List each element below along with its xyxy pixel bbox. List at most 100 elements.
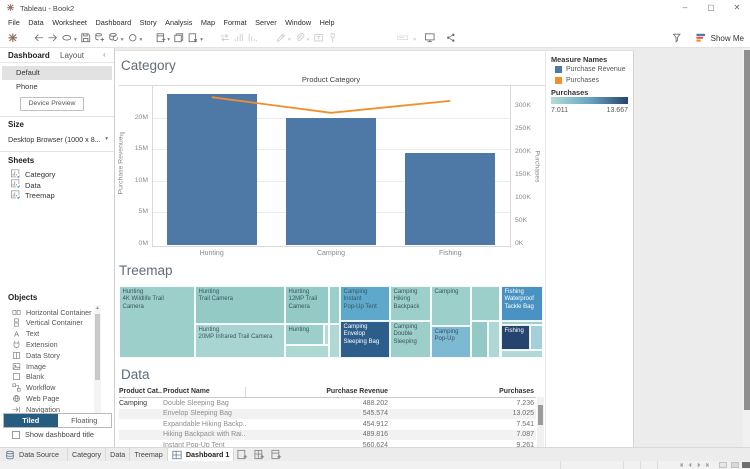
object-item-navigation[interactable]: Navigation <box>7 404 60 415</box>
show-me-button[interactable]: Show Me <box>710 33 744 43</box>
x-axis-label-fishing[interactable]: Fishing <box>439 250 462 257</box>
menu-map[interactable]: Map <box>200 18 216 27</box>
dropdown-caret-icon[interactable]: ▾ <box>413 36 417 43</box>
new-story-tab-button[interactable] <box>268 448 285 461</box>
collapse-pane-icon[interactable]: ‹ <box>103 50 106 59</box>
scrollbar-thumb[interactable] <box>538 405 543 425</box>
show-dashboard-title-checkbox[interactable] <box>12 430 20 439</box>
treemap-cell-hunting-12mp-trail-camera[interactable]: Hunting 12MP Trail Camera <box>285 286 329 324</box>
treemap-cell[interactable] <box>324 324 329 345</box>
treemap-cell[interactable] <box>501 350 543 358</box>
dropdown-caret-icon[interactable]: ▾ <box>200 36 203 43</box>
measure-names-legend-title[interactable]: Measure Names <box>551 55 608 64</box>
show-mark-labels-icon[interactable] <box>311 31 325 45</box>
x-axis-label-hunting[interactable]: Hunting <box>199 250 224 257</box>
treemap-cell-camping-instant-pop-up-tent[interactable]: Camping Instant Pop-Up Tent <box>340 286 390 321</box>
duplicate-icon[interactable] <box>172 31 186 45</box>
view-toggle-tabs[interactable] <box>719 462 727 468</box>
new-dashboard-tab-button[interactable] <box>251 448 268 461</box>
nav-last-icon[interactable] <box>705 462 711 468</box>
objects-scrollbar[interactable]: ▲ ▼ <box>94 305 101 417</box>
menu-data[interactable]: Data <box>28 18 44 27</box>
object-item-vertical-container[interactable]: Vertical Container <box>7 317 83 328</box>
purchases-legend-title[interactable]: Purchases <box>551 88 589 97</box>
legend-entry[interactable]: Purchase Revenue <box>551 66 626 73</box>
minimize-button[interactable]: – <box>682 3 688 12</box>
treemap-cell-hunting-trail-camera[interactable]: Hunting Trail Camera <box>195 286 285 324</box>
view-toggle-filmstrip[interactable] <box>731 462 739 468</box>
table-column-header[interactable]: Product Cat.. <box>119 388 162 395</box>
canvas-scrollbar[interactable] <box>743 48 750 447</box>
tiled-button[interactable]: Tiled <box>4 414 58 427</box>
bar-camping[interactable] <box>286 118 376 246</box>
table-row[interactable]: Hiking Backpack with Rai.. 489.816 7.087 <box>119 429 536 441</box>
device-option-phone[interactable]: Phone <box>16 82 38 91</box>
fit-icon[interactable] <box>391 31 413 45</box>
object-item-data-story[interactable]: Data Story <box>7 350 60 361</box>
highlighter-pin-icon[interactable] <box>670 31 684 45</box>
treemap-cell[interactable] <box>530 325 543 350</box>
new-worksheet-icon[interactable] <box>153 31 167 45</box>
close-button[interactable]: ✕ <box>733 3 741 12</box>
table-scrollbar[interactable] <box>537 397 544 447</box>
right-axis-title[interactable]: Purchases <box>533 150 541 183</box>
treemap-cell-fishing-waterproof-tackle-bag[interactable]: Fishing Waterproof Tackle Bag <box>501 286 543 321</box>
sheet-item-treemap[interactable]: Treemap <box>7 190 55 201</box>
table-row[interactable]: Camping Double Sleeping Bag 488.202 7.236 <box>119 398 536 409</box>
dropdown-caret-icon[interactable]: ▾ <box>306 36 310 43</box>
sheet-tab-treemap[interactable]: Treemap <box>130 448 168 461</box>
refresh-data-icon[interactable] <box>107 31 121 45</box>
treemap-cell[interactable] <box>471 321 488 358</box>
table-row[interactable]: Expandable Hiking Backp.. 454.912 7.541 <box>119 419 536 430</box>
menu-dashboard[interactable]: Dashboard <box>95 18 132 27</box>
floating-button[interactable]: Floating <box>57 414 111 427</box>
table-column-header[interactable]: Product Name <box>163 388 210 395</box>
clear-sheet-icon[interactable] <box>186 31 200 45</box>
object-item-web-page[interactable]: Web Page <box>7 393 59 404</box>
back-arrow-icon[interactable] <box>32 31 46 45</box>
nav-next-icon[interactable] <box>696 462 702 468</box>
table-column-header[interactable]: Purchases <box>499 388 534 395</box>
sheet-item-category[interactable]: Category <box>7 169 55 180</box>
maximize-button[interactable]: ▢ <box>707 3 715 12</box>
sheet-item-data[interactable]: Data <box>7 179 41 191</box>
treemap-cell[interactable] <box>285 345 329 358</box>
presentation-mode-icon[interactable] <box>423 31 437 45</box>
new-worksheet-tab-button[interactable] <box>234 448 251 461</box>
treemap-zone-title[interactable]: Treemap <box>119 263 173 278</box>
purchases-line[interactable] <box>115 51 545 251</box>
object-item-horizontal-container[interactable]: Horizontal Container <box>7 307 92 318</box>
treemap-cell-hunting-4k-wildlife-trail-camera[interactable]: Hunting 4K Wildlife Trail Camera <box>119 286 195 358</box>
scroll-up-icon[interactable]: ▲ <box>95 305 100 310</box>
left-axis-title[interactable]: Purchase Revenue <box>117 136 125 195</box>
color-gradient-legend[interactable] <box>551 97 628 104</box>
treemap-cell-hunting-20mp-infrared-trail-camera[interactable]: Hunting 20MP Infrared Trail Camera <box>195 324 285 358</box>
tableau-logo-icon[interactable] <box>6 31 20 45</box>
treemap-cell[interactable] <box>329 324 340 358</box>
menu-window[interactable]: Window <box>285 18 312 27</box>
dropdown-caret-icon[interactable]: ▾ <box>139 36 143 43</box>
treemap-cell-camping[interactable]: Camping <box>431 286 471 326</box>
treemap-cell-camping-double-sleeping[interactable]: Camping Double Sleeping <box>390 321 431 358</box>
sheet-tab-category[interactable]: Category <box>68 448 107 461</box>
tab-layout[interactable]: Layout <box>60 51 85 60</box>
view-toggle-list[interactable] <box>742 462 750 468</box>
treemap-cell-hunting[interactable]: Hunting <box>285 324 324 345</box>
table-row[interactable]: Instant Pop-Up Tent 560.624 9.261 <box>119 440 536 447</box>
dropdown-caret-icon[interactable]: ▾ <box>74 36 77 43</box>
show-me-icon[interactable] <box>694 31 708 45</box>
bar-hunting[interactable] <box>166 94 257 246</box>
menu-format[interactable]: Format <box>223 18 247 27</box>
treemap-cell[interactable] <box>471 286 500 321</box>
legend-entry[interactable]: Purchases <box>551 76 599 84</box>
sheet-tab-data[interactable]: Data <box>106 448 131 461</box>
treemap-cell-camping-envelop-sleeping-bag[interactable]: Camping Envelop Sleeping Bag <box>340 321 390 358</box>
menu-analysis[interactable]: Analysis <box>165 18 193 27</box>
pause-updates-icon[interactable] <box>126 31 140 45</box>
treemap-cell-fishing[interactable]: Fishing <box>501 325 530 350</box>
bar-fishing[interactable] <box>405 153 496 246</box>
fix-axes-icon[interactable] <box>325 31 339 45</box>
sort-ascending-icon[interactable] <box>232 31 246 45</box>
dropdown-caret-icon[interactable]: ▾ <box>167 36 171 43</box>
category-zone-title[interactable]: Category <box>121 58 176 73</box>
